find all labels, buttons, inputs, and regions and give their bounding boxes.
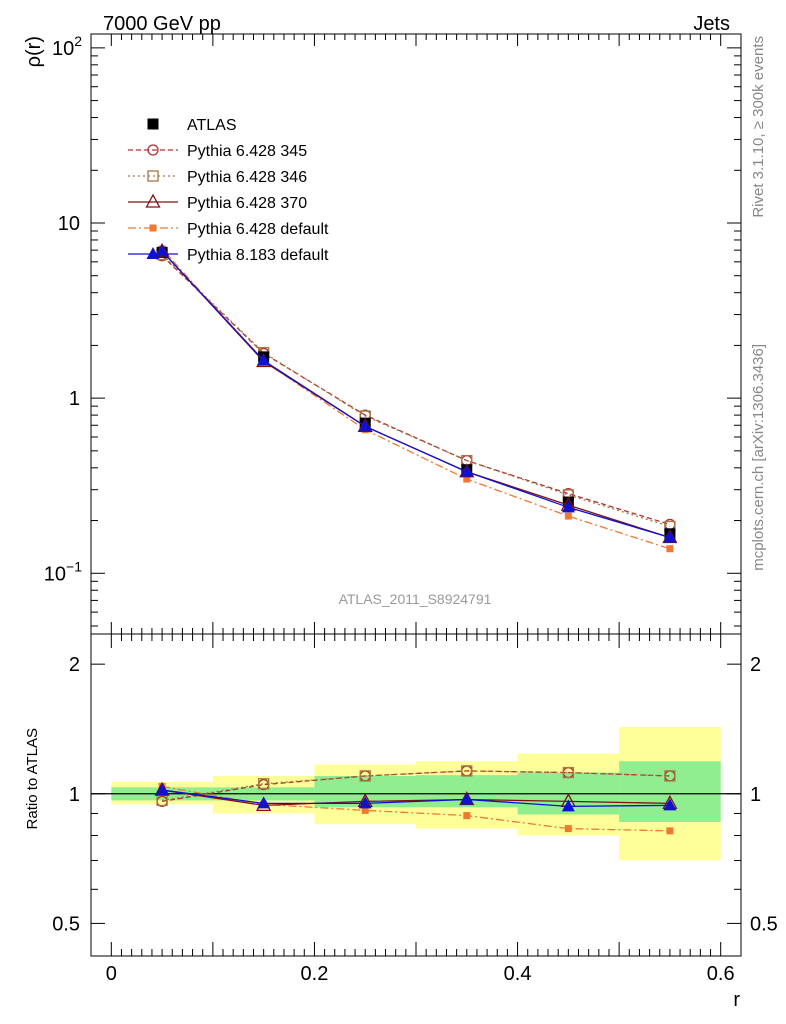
legend-marker-p345 bbox=[147, 144, 159, 156]
ratio-point-p8-0 bbox=[155, 783, 169, 796]
ratio-point-p346-5 bbox=[664, 770, 676, 782]
rivet-label: Rivet 3.1.10, ≥ 300k events bbox=[750, 36, 767, 218]
main-ytick-label: 10−1 bbox=[44, 558, 82, 585]
ratio-ytick-label-right: 1 bbox=[750, 784, 761, 806]
xtick-label: 0.2 bbox=[301, 963, 329, 985]
main-point-pdef-5 bbox=[666, 545, 674, 553]
ratio-point-pdef-2 bbox=[361, 806, 369, 814]
legend: ATLAS Pythia 6.428 345 Pythia 6.428 346 Pyt… bbox=[128, 117, 329, 264]
main-line-p346 bbox=[161, 254, 671, 528]
ratio-point-p346-4 bbox=[562, 766, 574, 779]
legend-label-p8: Pythia 8.183 default bbox=[187, 247, 329, 264]
main-line-pdef bbox=[161, 248, 671, 550]
main-ytick-label: 102 bbox=[52, 33, 82, 60]
ratio-ytick-label-right: 0.5 bbox=[750, 913, 778, 935]
legend-label-p345: Pythia 6.428 345 bbox=[187, 143, 307, 160]
xtick-label: 0.4 bbox=[504, 963, 532, 985]
legend-label-pdef: Pythia 6.428 default bbox=[187, 221, 329, 238]
ratio-ytick-label-left: 0.5 bbox=[52, 913, 80, 935]
mcplots-label: mcplots.cern.ch [arXiv:1306.3436] bbox=[750, 344, 767, 571]
xtick-label: 0.6 bbox=[707, 963, 735, 985]
ratio-plot-marks bbox=[154, 765, 678, 835]
legend-label-p346: Pythia 6.428 346 bbox=[187, 169, 307, 186]
main-ytick-label: 1 bbox=[69, 388, 80, 410]
legend-marker-atlas bbox=[147, 118, 159, 130]
legend-marker-p370 bbox=[145, 193, 161, 208]
main-ytick-label: 10 bbox=[58, 213, 80, 235]
main-point-p8-4 bbox=[561, 500, 575, 513]
main-ylabel: ρ(r) bbox=[23, 36, 45, 67]
legend-entry-p345: Pythia 6.428 345 bbox=[128, 143, 307, 160]
ratio-line-p346 bbox=[161, 770, 670, 802]
main-point-p8-3 bbox=[460, 464, 474, 477]
ratio-line-p8 bbox=[162, 789, 670, 807]
ratio-point-p346-2 bbox=[359, 770, 371, 782]
x-axis-label: r bbox=[733, 989, 740, 1011]
main-point-p8-0 bbox=[155, 244, 169, 257]
legend-marker-p8 bbox=[146, 247, 160, 259]
legend-label-atlas: ATLAS bbox=[187, 117, 237, 134]
main-point-p8-5 bbox=[663, 530, 677, 543]
ratio-point-p8-5 bbox=[663, 798, 677, 811]
ratio-point-pdef-4 bbox=[564, 825, 572, 833]
legend-entry-p346: Pythia 6.428 346 bbox=[128, 169, 307, 186]
main-axis-ticks: 102 10 1 10−1 bbox=[44, 33, 741, 634]
ratio-point-pdef-5 bbox=[666, 827, 674, 835]
legend-marker-p346 bbox=[147, 170, 159, 182]
ratio-axis-ticks: 2 2 1 1 0.5 0.5 0 0.2 0.4 0.6 bbox=[52, 634, 778, 985]
header-left-label: 7000 GeV pp bbox=[103, 13, 221, 35]
main-point-p8-2 bbox=[358, 419, 372, 432]
ratio-ytick-label-right: 2 bbox=[750, 654, 761, 676]
main-line-p370 bbox=[161, 250, 671, 539]
main-point-pdef-4 bbox=[564, 512, 572, 520]
main-plot-marks bbox=[154, 242, 678, 553]
ratio-point-p8-3 bbox=[460, 792, 474, 805]
analysis-label: ATLAS_2011_S8924791 bbox=[339, 591, 492, 607]
ratio-point-p8-2 bbox=[358, 796, 372, 809]
ratio-ytick-label-left: 2 bbox=[69, 654, 80, 676]
xtick-label: 0 bbox=[106, 963, 117, 985]
ratio-point-p346-1 bbox=[258, 778, 270, 790]
ratio-point-p8-4 bbox=[561, 799, 575, 812]
legend-entry-p8: Pythia 8.183 default bbox=[128, 247, 329, 264]
header-right-label: Jets bbox=[693, 13, 730, 35]
ratio-point-p346-3 bbox=[461, 765, 473, 777]
ratio-line-p370 bbox=[161, 789, 670, 806]
legend-entry-p370: Pythia 6.428 370 bbox=[128, 193, 307, 212]
legend-marker-pdef bbox=[149, 224, 157, 232]
main-point-pdef-3 bbox=[463, 475, 471, 483]
main-line-p8 bbox=[161, 250, 671, 539]
ratio-point-pdef-3 bbox=[463, 812, 471, 820]
main-line-p345 bbox=[161, 255, 671, 526]
ratio-ylabel: Ratio to ATLAS bbox=[24, 728, 41, 829]
legend-entry-atlas: ATLAS bbox=[147, 117, 237, 134]
ratio-ytick-label-left: 1 bbox=[69, 784, 80, 806]
ratio-line-p345 bbox=[161, 770, 670, 803]
main-point-p8-1 bbox=[257, 353, 271, 366]
legend-label-p370: Pythia 6.428 370 bbox=[187, 195, 307, 212]
legend-entry-pdef: Pythia 6.428 default bbox=[128, 221, 329, 238]
ratio-point-p8-1 bbox=[257, 796, 271, 809]
